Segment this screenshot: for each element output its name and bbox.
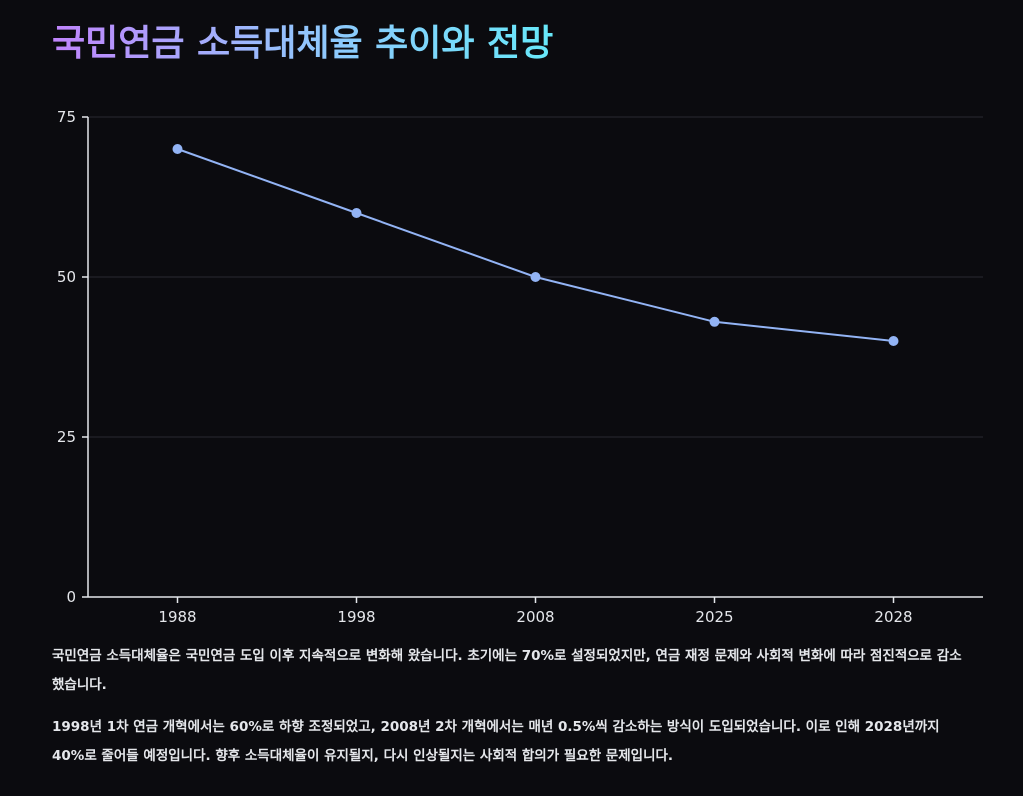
description-paragraph-2: 1998년 1차 연금 개혁에서는 60%로 하향 조정되었고, 2008년 2… xyxy=(52,719,940,764)
description-paragraph-1: 국민연금 소득대체율은 국민연금 도입 이후 지속적으로 변화해 왔습니다. 초… xyxy=(52,648,962,693)
page-title: 국민연금 소득대체율 추이와 전망 xyxy=(52,16,553,72)
series-line-group xyxy=(177,148,894,342)
data-point-2028 xyxy=(888,336,899,346)
x-tick-label-2028: 2028 xyxy=(874,608,912,626)
x-tick-label-2008: 2008 xyxy=(516,608,554,626)
series-line-0 xyxy=(177,148,894,342)
data-point-2008 xyxy=(530,272,541,282)
tick-labels: 0 25 50 75 1988 1998 2008 2025 2028 xyxy=(57,108,913,626)
x-tick-label-2025: 2025 xyxy=(695,608,733,626)
x-tick-label-1988: 1988 xyxy=(158,608,196,626)
y-tick-label-75: 75 xyxy=(57,108,76,126)
data-point-1998 xyxy=(351,208,362,218)
y-tick-label-25: 25 xyxy=(57,428,76,446)
x-tick-label-1998: 1998 xyxy=(337,608,375,626)
y-tick-label-50: 50 xyxy=(57,268,76,286)
data-point-1988 xyxy=(172,144,183,154)
data-points xyxy=(172,144,899,346)
y-tick-label-0: 0 xyxy=(66,588,76,606)
axes xyxy=(82,116,983,603)
data-point-2025 xyxy=(709,316,720,327)
line-chart: 0 25 50 75 1988 1998 2008 2025 2028 xyxy=(57,108,983,626)
